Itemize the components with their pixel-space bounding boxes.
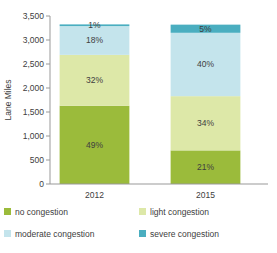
chart: 0 500 1,000 1,500 2,000 2,500 3,000 3,500 Lane M… xyxy=(0,0,277,253)
data-label: 1% xyxy=(88,20,101,30)
legend-label: severe congestion xyxy=(150,229,219,239)
y-tick-label: 2,000 xyxy=(23,83,45,93)
bar-segment xyxy=(171,96,241,150)
data-label: 49% xyxy=(86,140,103,150)
y-axis-title: Lane Miles xyxy=(3,79,13,120)
legend-label: light congestion xyxy=(150,207,209,217)
bar-segment xyxy=(60,26,130,55)
y-tick xyxy=(46,112,50,113)
y-tick-label: 500 xyxy=(30,155,44,165)
data-label: 21% xyxy=(197,162,214,172)
y-tick xyxy=(46,16,50,17)
y-tick-label: 3,000 xyxy=(23,35,45,45)
bars xyxy=(60,24,241,184)
y-tick xyxy=(46,64,50,65)
x-tick-label: 2015 xyxy=(196,190,215,200)
data-label: 40% xyxy=(197,59,214,69)
y-tick-label: 2,500 xyxy=(23,59,45,69)
y-tick-label: 3,500 xyxy=(23,11,45,21)
bar-segment xyxy=(60,55,130,106)
y-tick xyxy=(46,184,50,185)
legend-label: no congestion xyxy=(15,207,68,217)
legend-swatch xyxy=(4,208,11,215)
data-label: 34% xyxy=(197,118,214,128)
y-tick xyxy=(46,136,50,137)
y-tick xyxy=(46,40,50,41)
data-label: 5% xyxy=(199,24,212,34)
x-axis xyxy=(50,184,268,185)
data-label: 32% xyxy=(86,75,103,85)
legend-swatch xyxy=(139,230,146,237)
bar-segment xyxy=(171,150,241,184)
y-tick xyxy=(46,88,50,89)
y-axis xyxy=(50,16,51,184)
x-tick-label: 2012 xyxy=(85,190,104,200)
data-label: 18% xyxy=(86,35,103,45)
y-tick-label: 0 xyxy=(39,179,44,189)
bar-segment xyxy=(60,106,130,184)
legend-label: moderate congestion xyxy=(15,229,95,239)
bar-segment xyxy=(171,33,241,96)
legend-swatch xyxy=(4,230,11,237)
legend-swatch xyxy=(139,208,146,215)
y-tick-label: 1,000 xyxy=(23,131,45,141)
data-labels: 49% 32% 18% 1% 21% 34% 40% 5% xyxy=(86,20,214,172)
bar-segment xyxy=(171,25,241,33)
y-tick xyxy=(46,160,50,161)
y-tick-label: 1,500 xyxy=(23,107,45,117)
